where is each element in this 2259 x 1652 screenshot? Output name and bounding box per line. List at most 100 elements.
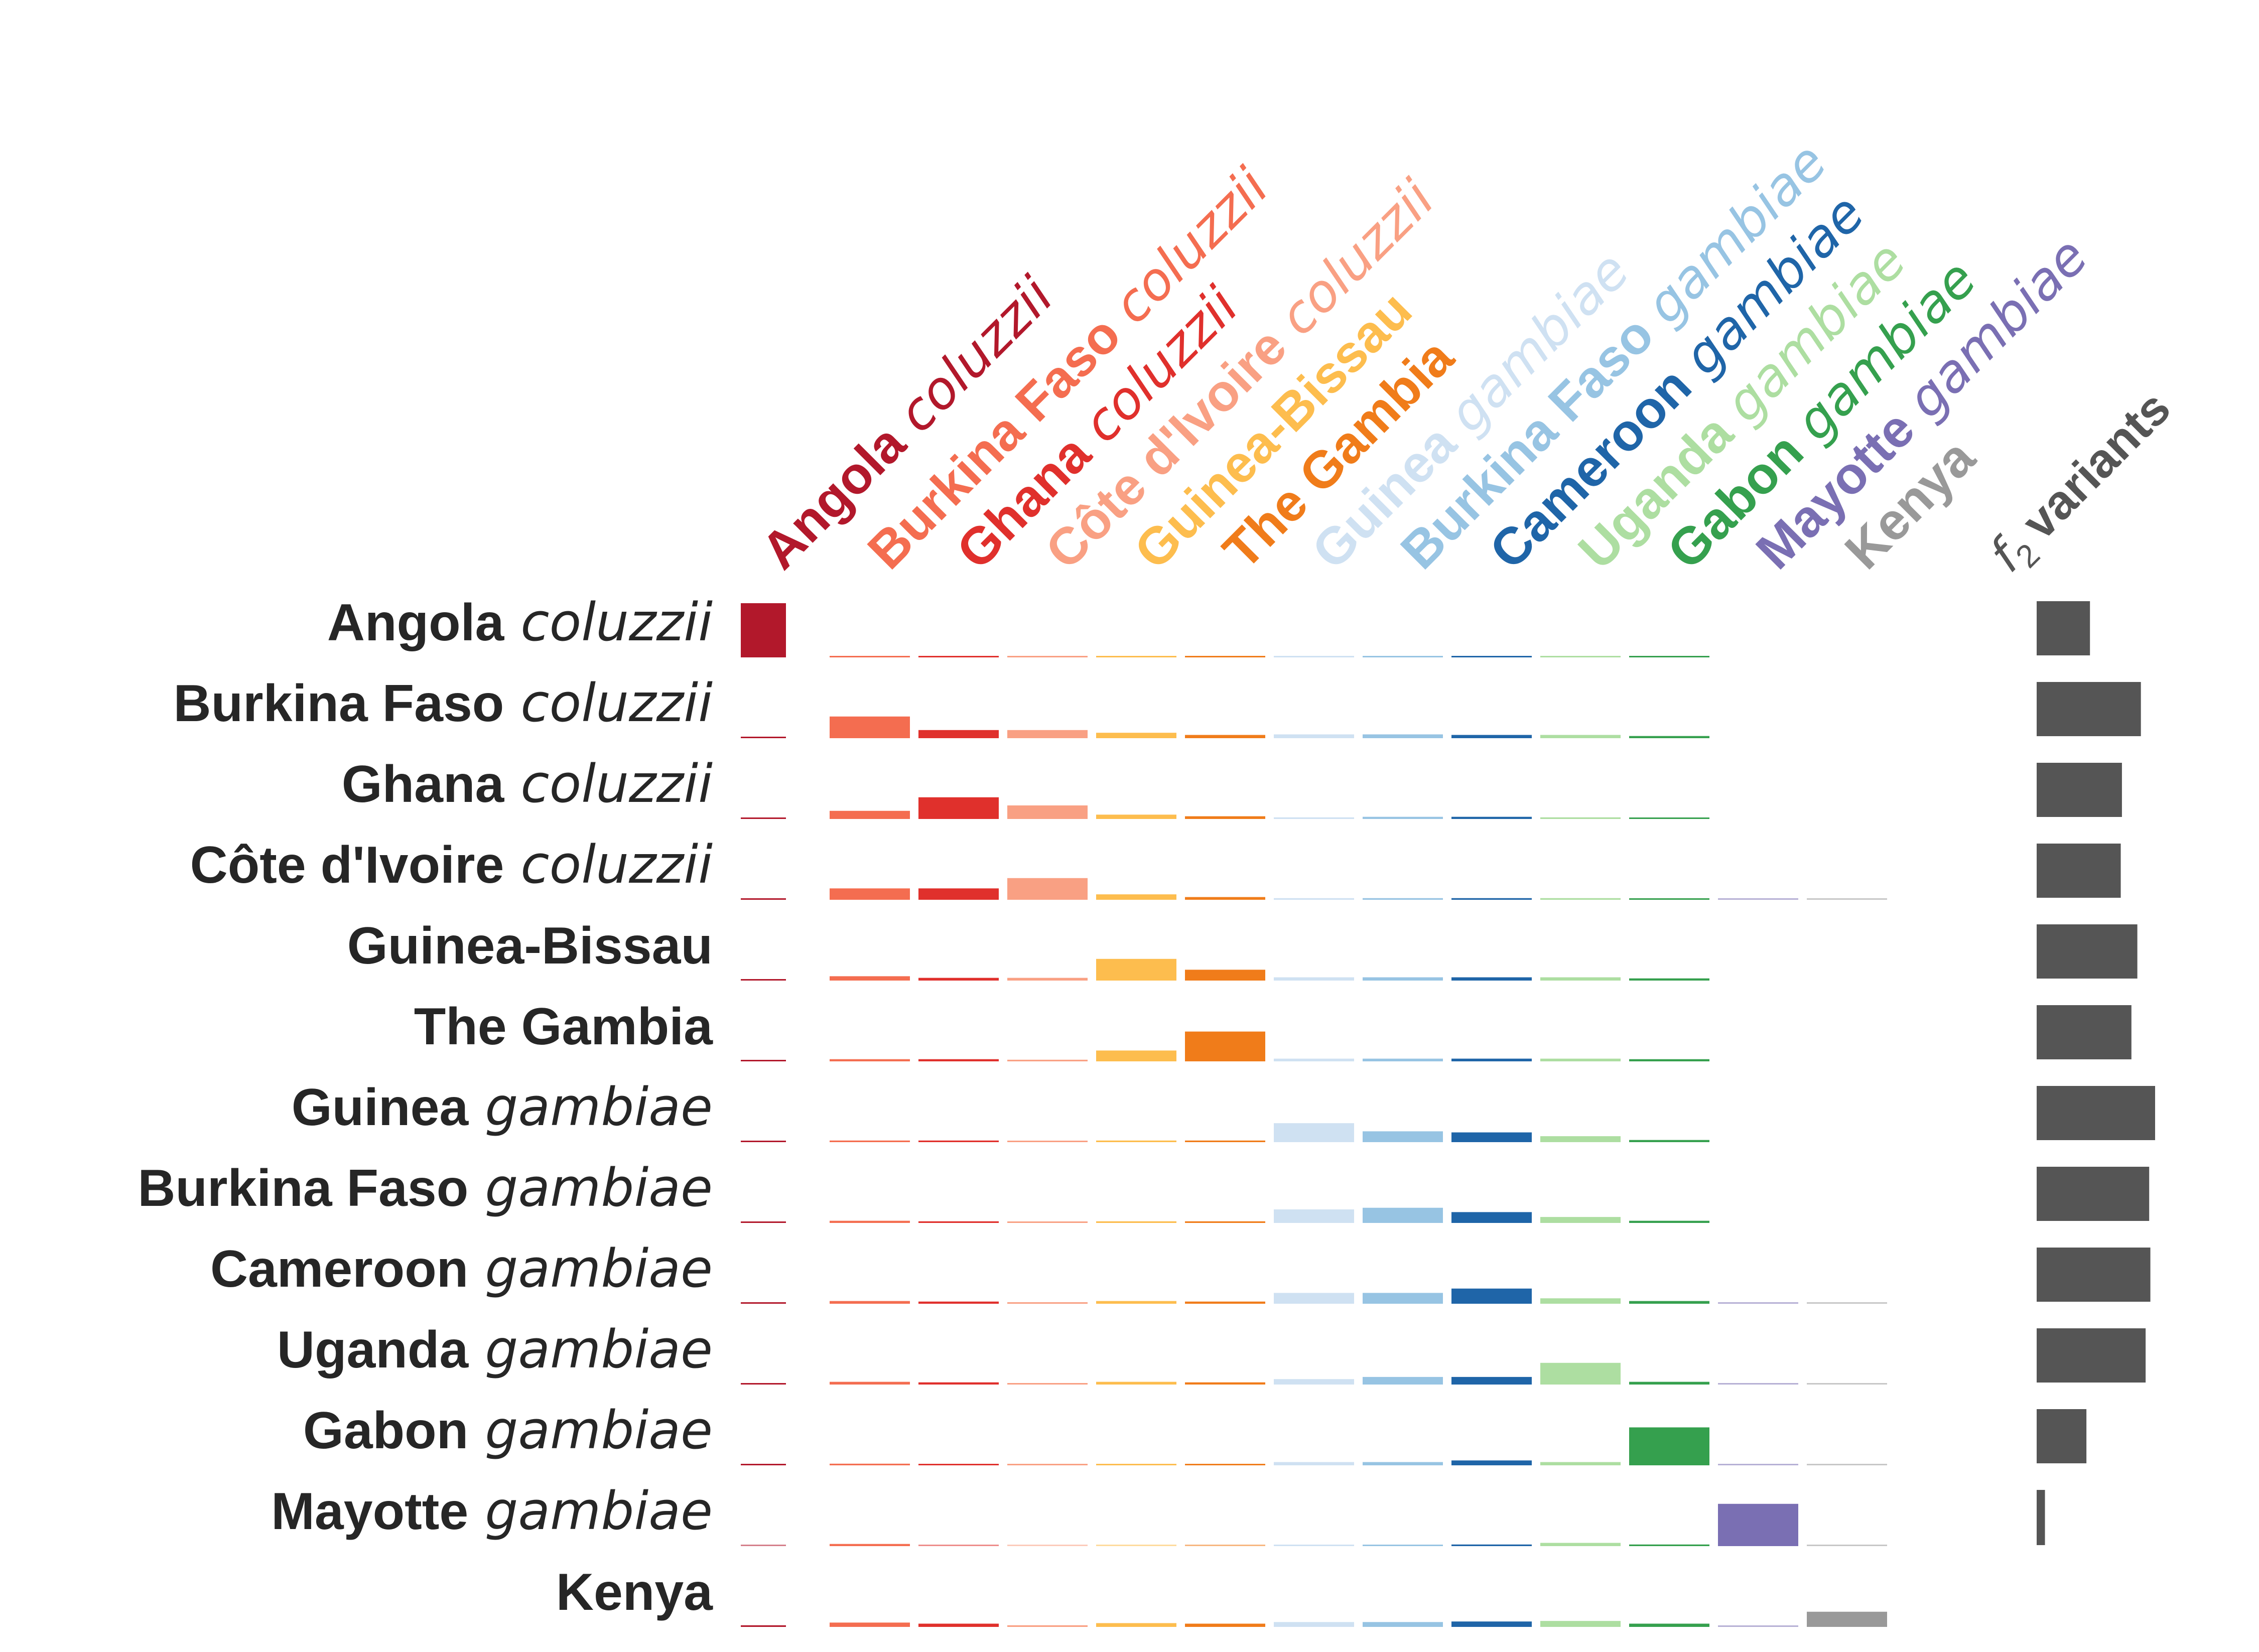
f2-header-label: f2variants [1978,380,2185,587]
heatmap-cells [741,603,1887,1627]
f2-bars [2037,601,2155,1545]
row-label-species: gambiae [468,1157,713,1218]
heatmap-cell [1629,1427,1709,1465]
heatmap-cell [1629,1220,1709,1223]
heatmap-cell [1363,656,1443,657]
heatmap-cell [1629,898,1709,900]
heatmap-cell [1096,1301,1176,1304]
heatmap-cell [830,1382,910,1385]
heatmap-cell [1363,977,1443,981]
row-label-name: Burkina Faso [174,674,504,733]
row-label: Cameroon gambiae [210,1238,713,1299]
heatmap-cell [741,898,786,900]
f2-bar [2037,1086,2155,1140]
heatmap-cell [1451,1058,1532,1061]
heatmap-cell [741,1302,786,1304]
heatmap-cell [741,1141,786,1142]
heatmap-cell [1540,656,1621,657]
heatmap-cell [918,1382,999,1385]
heatmap-cell [1185,970,1265,981]
heatmap-cell [1451,1376,1532,1385]
row-label-name: Ghana [342,755,505,813]
heatmap-cell [741,1625,786,1627]
heatmap-cell [1451,656,1532,657]
heatmap-cell [1274,1622,1354,1627]
row-label-species: coluzzii [504,592,713,653]
heatmap-cell [1185,656,1265,657]
heatmap-cell [1274,977,1354,981]
heatmap-cell [1096,894,1176,900]
heatmap-cell [1185,735,1265,738]
heatmap-cell [1451,977,1532,981]
heatmap-cell [1096,733,1176,738]
heatmap-cell [1007,1464,1088,1465]
heatmap-cell [1363,1293,1443,1304]
heatmap-cell [1274,1293,1354,1304]
heatmap-cell [1540,1058,1621,1061]
heatmap-cell [1007,1302,1088,1304]
row-label-name: Côte d'Ivoire [190,836,504,894]
heatmap-cell [1096,1221,1176,1223]
heatmap-cell [1718,1383,1798,1385]
heatmap-cell [1540,1621,1621,1627]
heatmap-cell [1451,735,1532,738]
heatmap-cell [830,1463,910,1465]
heatmap-cell [1096,1545,1176,1546]
heatmap-cell [1185,1221,1265,1223]
row-label: Burkina Faso coluzzii [174,672,713,734]
heatmap-cell [830,1622,910,1627]
heatmap-cell [1540,1543,1621,1546]
row-label-species: coluzzii [504,672,713,734]
heatmap-cell [1451,1132,1532,1142]
heatmap-cell [1007,1545,1088,1546]
heatmap-cell [918,1221,999,1223]
heatmap-cell [1363,816,1443,819]
heatmap-cell [1185,1140,1265,1142]
heatmap-cell [1363,1058,1443,1061]
heatmap-cell [918,1464,999,1465]
heatmap-cell [918,1623,999,1627]
heatmap-cell [1185,1301,1265,1304]
heatmap-cell [741,817,786,819]
heatmap-cell [1629,1544,1709,1546]
row-label-name: Kenya [556,1563,713,1621]
row-label: Guinea-Bissau [347,917,713,975]
f2-header-text: variants [2012,381,2181,549]
row-label-name: Guinea-Bissau [347,917,713,975]
heatmap-cell [1363,1545,1443,1546]
heatmap-cell [918,978,999,981]
heatmap-cell [1629,656,1709,657]
heatmap-cell [1540,735,1621,738]
heatmap-cell [1007,1625,1088,1627]
f2-bar [2037,844,2121,898]
heatmap-cell [1274,734,1354,738]
heatmap-cell [1629,1301,1709,1304]
heatmap-cell [1274,1462,1354,1465]
row-label-species: coluzzii [504,834,713,895]
heatmap-cell [1185,1545,1265,1546]
heatmap-cell [1629,817,1709,819]
heatmap-cell [741,1060,786,1061]
f2-bar [2037,601,2090,655]
heatmap-cell [918,1301,999,1304]
heatmap-cell [1185,1464,1265,1465]
heatmap-cell [1718,1503,1798,1546]
row-label-species: gambiae [468,1480,713,1542]
row-label: Angola coluzzii [327,592,713,653]
heatmap-cell [1096,1464,1176,1465]
heatmap-cell [741,1221,786,1223]
heatmap-cell [830,976,910,981]
heatmap-cell [1807,898,1887,900]
heatmap-cell [741,1464,786,1465]
heatmap-cell [1274,1123,1354,1142]
heatmap-cell [830,810,910,819]
heatmap-cell [1807,1383,1887,1385]
heatmap-cell [1185,897,1265,900]
row-label-species: coluzzii [504,753,713,814]
heatmap-cell [1363,1462,1443,1465]
heatmap-cell [918,797,999,819]
heatmap-cell [1629,978,1709,981]
heatmap-cell [830,1140,910,1142]
